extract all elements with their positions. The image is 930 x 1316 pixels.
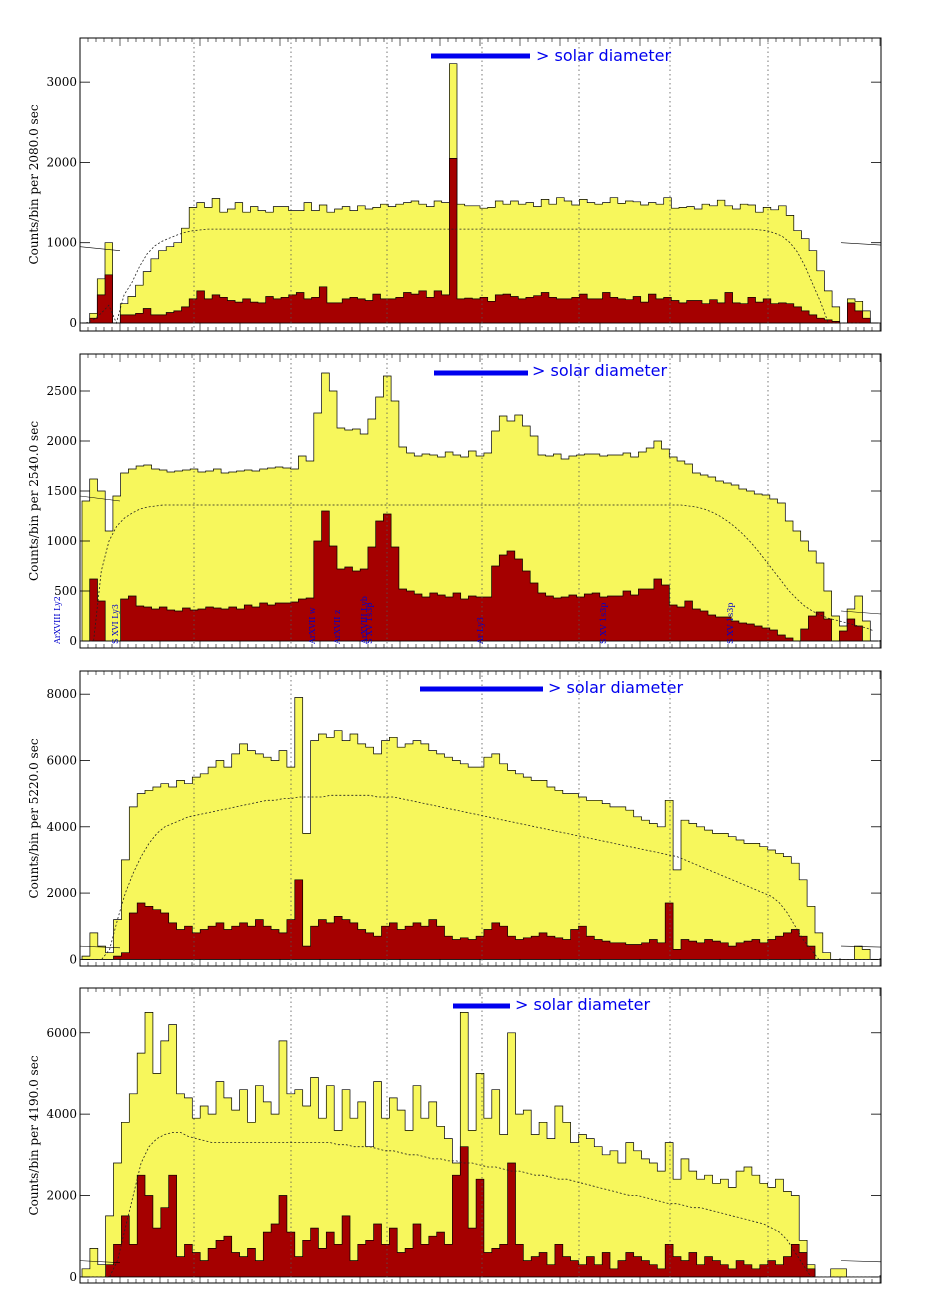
plot-frame [79,37,882,332]
y-tick-label: 1000 [46,534,77,548]
area-outline [81,879,879,960]
model-curve [85,504,875,642]
spectral-line-label: ArXVII z [333,610,342,645]
y-axis-label: Counts/bin per 5220.0 sec [27,738,41,898]
area-outline [81,372,878,642]
model-curve [85,794,875,960]
panel-4: 0 2000 4000 6000 Counts/bin per 4190.0 sec > … [27,987,882,1284]
spectral-line-label: S XV 1s3p [726,603,735,644]
total-counts-series [81,63,879,324]
y-tick-label: 2000 [46,434,77,448]
y-tick-label: 8000 [46,687,77,701]
panel-2: 0 500 1000 1500 2000 2500 Counts/bin per 2540.… [27,353,882,649]
spectral-line-label: S XV 1s3p [365,603,374,644]
y-tick-label: 0 [69,952,77,966]
y-tick-label: 1000 [46,236,77,250]
baseline-right [840,945,882,948]
spectral-line-label: ArXVIII Ly2 [53,596,62,645]
y-tick-label: 2500 [46,384,77,398]
y-tick-label: 0 [69,316,77,330]
plot-frame [79,353,882,649]
baseline-left [79,495,121,502]
model-curve [85,228,859,325]
spectral-line-label: Ar Ly3 [476,617,485,645]
y-tick-label: 4000 [46,820,77,834]
baseline-left [79,246,121,252]
y-tick-label: 2000 [46,1189,77,1203]
y-tick-label: 0 [69,1270,77,1284]
background-counts-series [82,1146,878,1278]
solar-diameter-label: > solar diameter [515,995,650,1014]
spectral-line-label: S XV 1s3p [599,603,608,644]
y-tick-label: 1500 [46,484,77,498]
baseline-right [840,1260,882,1263]
y-tick-label: 500 [54,584,77,598]
spectral-line-label: S XVI Ly3 [111,604,120,644]
y-tick-label: 6000 [46,1026,77,1040]
y-axis-label: Counts/bin per 4190.0 sec [27,1055,41,1215]
y-tick-label: 3000 [46,75,77,89]
baseline-right [840,242,882,246]
baseline-left [79,1260,121,1263]
area-outline [81,158,879,324]
y-tick-label: 2000 [46,155,77,169]
baseline-left [79,945,121,949]
area-outline [82,1146,878,1278]
plot-frame [79,987,882,1284]
total-counts-series [81,372,878,642]
background-counts-series [82,510,878,642]
spectral-line-label: ArXVIII Lyb [360,596,369,645]
model-curve [85,1132,875,1278]
area-outline [81,63,879,324]
background-counts-series [81,879,879,960]
area-outline [81,697,879,960]
baseline-right [840,610,882,615]
spectral-line-label: ArXVII w [308,607,317,645]
solar-diameter-label: > solar diameter [532,361,667,380]
solar-diameter-label: > solar diameter [536,46,671,65]
total-counts-series [81,697,879,960]
y-tick-label: 6000 [46,753,77,767]
y-tick-label: 0 [69,634,77,648]
solar-diameter-label: > solar diameter [548,678,683,697]
y-tick-label: 4000 [46,1107,77,1121]
background-counts-series [81,158,879,324]
area-outline [82,510,878,642]
y-tick-label: 2000 [46,886,77,900]
plot-frame [79,670,882,967]
y-axis-label: Counts/bin per 2540.0 sec [27,421,41,581]
panel-1: 0 1000 2000 3000 Counts/bin per 2080.0 sec > … [27,37,882,332]
panel-3: 0 2000 4000 6000 8000 Counts/bin per 5220.0 s… [27,670,882,967]
y-axis-label: Counts/bin per 2080.0 sec [27,104,41,264]
